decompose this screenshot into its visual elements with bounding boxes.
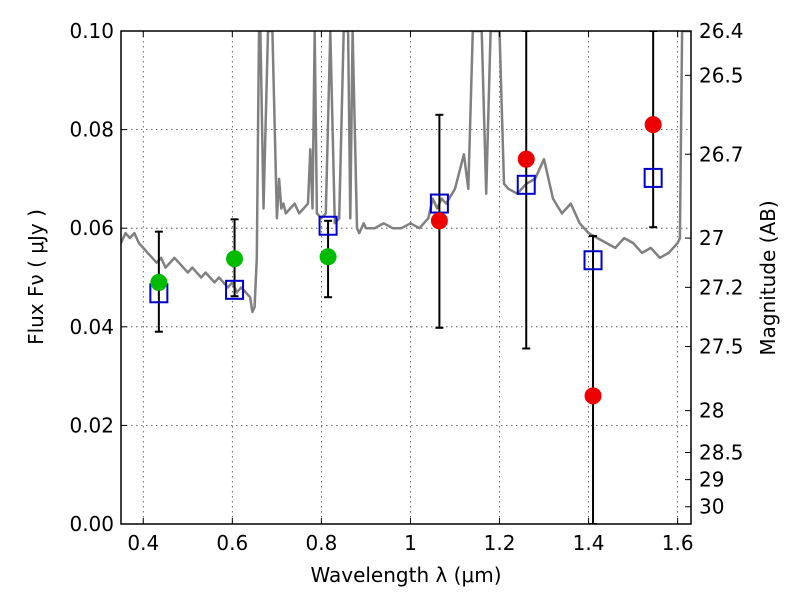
x-tick-label: 1	[404, 531, 417, 555]
model-square-marker	[583, 250, 603, 271]
right-tick-label: 29	[699, 468, 724, 492]
y-axis-title: Flux Fν ( μJy )	[24, 209, 48, 345]
x-axis-title: Wavelength λ (μm)	[310, 563, 501, 587]
observed-red-marker	[644, 116, 662, 134]
observed-red-marker	[430, 212, 448, 230]
x-tick-label: 1.4	[573, 531, 605, 555]
y-tick-label: 0.06	[69, 216, 114, 240]
spectrum-line	[121, 31, 691, 314]
model-square-marker	[225, 279, 245, 300]
right-tick-label: 26.5	[699, 63, 744, 87]
spectrum-layer	[121, 31, 691, 314]
x-tick-label: 1.6	[662, 531, 694, 555]
right-tick-label: 27.5	[699, 335, 744, 359]
y-tick-label: 0.08	[69, 118, 114, 142]
observed-red-marker	[584, 387, 602, 405]
y-tick-label: 0.10	[69, 19, 114, 43]
observed-green-marker	[150, 273, 168, 291]
right-tick-label: 26.7	[699, 142, 744, 166]
right-tick-label: 28	[699, 399, 724, 423]
marker-layer	[149, 116, 663, 405]
model-square-marker	[643, 167, 663, 188]
observed-red-marker	[517, 150, 535, 168]
right-tick-label: 30	[699, 495, 724, 519]
plot-frame	[120, 30, 692, 525]
right-tick-label: 28.5	[699, 441, 744, 465]
x-tick-label: 0.4	[127, 531, 159, 555]
observed-green-marker	[319, 248, 337, 266]
error-bar-layer	[154, 31, 658, 524]
right-tick-label: 26.4	[699, 19, 744, 43]
model-square-marker	[516, 174, 536, 195]
x-tick-label: 0.6	[216, 531, 248, 555]
tick-layer	[121, 30, 691, 525]
x-tick-label: 1.2	[484, 531, 516, 555]
y-tick-label: 0.04	[69, 315, 114, 339]
y-tick-label: 0.02	[69, 413, 114, 437]
right-tick-label: 27	[699, 226, 724, 250]
model-square-marker	[318, 215, 338, 236]
grid-layer	[121, 30, 691, 525]
y-tick-label: 0.00	[69, 512, 114, 536]
right-tick-label: 27.2	[699, 275, 744, 299]
tick-label-layer: 0.4 0.6 0.8 1 1.2 1.4 1.6 0.00 0.02 0.04 0.06 0.08 0…	[69, 19, 743, 555]
x-tick-label: 0.8	[305, 531, 337, 555]
observed-green-marker	[226, 250, 244, 268]
right-axis-title: Magnitude (AB)	[756, 200, 780, 355]
